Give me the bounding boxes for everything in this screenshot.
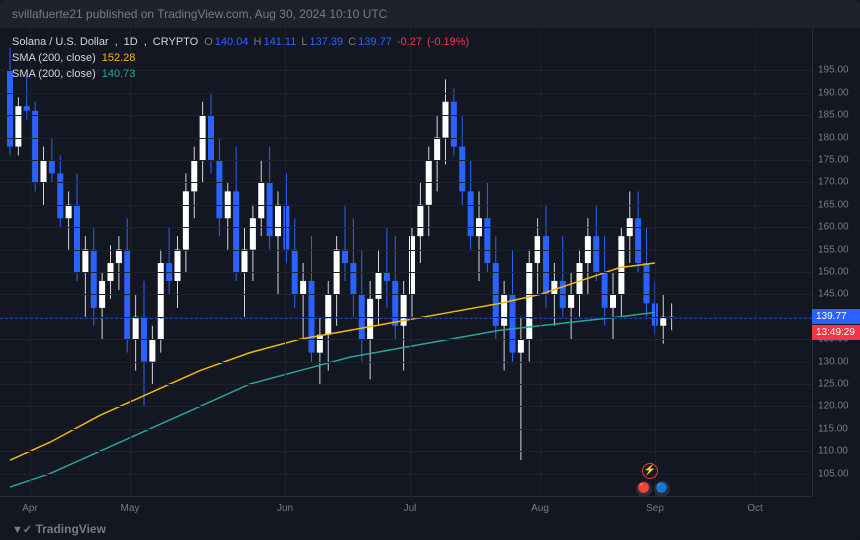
chart-area[interactable]: Solana / U.S. Dollar , 1D , CRYPTO O140.… bbox=[0, 28, 860, 516]
y-tick-label: 125.00 bbox=[812, 379, 860, 390]
y-tick-label: 120.00 bbox=[812, 401, 860, 412]
y-tick-label: 165.00 bbox=[812, 199, 860, 210]
y-tick-label: 150.00 bbox=[812, 267, 860, 278]
countdown-tag: 13:49:29 bbox=[812, 325, 860, 340]
flag-icon[interactable]: 🔵 bbox=[654, 481, 670, 497]
y-tick-label: 105.00 bbox=[812, 468, 860, 479]
plot-area[interactable]: USD 105.00110.00115.00120.00125.00130.00… bbox=[0, 28, 860, 516]
x-tick-label: Jun bbox=[277, 503, 293, 514]
y-tick-label: 185.00 bbox=[812, 110, 860, 121]
y-tick-label: 155.00 bbox=[812, 244, 860, 255]
y-axis[interactable]: 105.00110.00115.00120.00125.00130.00135.… bbox=[812, 28, 860, 496]
y-tick-label: 160.00 bbox=[812, 222, 860, 233]
sma-yellow-value: 152.28 bbox=[102, 50, 136, 66]
publish-text: svillafuerte21 published on TradingView.… bbox=[12, 7, 387, 21]
y-tick-label: 190.00 bbox=[812, 87, 860, 98]
x-tick-label: Sep bbox=[646, 503, 664, 514]
y-tick-label: 110.00 bbox=[812, 446, 860, 457]
x-axis[interactable]: Apr May Jun Jul Aug Sep Oct bbox=[0, 496, 812, 516]
y-tick-label: 130.00 bbox=[812, 356, 860, 367]
y-tick-label: 180.00 bbox=[812, 132, 860, 143]
x-tick-label: May bbox=[121, 503, 140, 514]
x-tick-label: Aug bbox=[531, 503, 549, 514]
chart-container: svillafuerte21 published on TradingView.… bbox=[0, 0, 860, 540]
tradingview-watermark: ▼✓ TradingView bbox=[12, 522, 106, 536]
x-tick-label: Jul bbox=[404, 503, 417, 514]
y-tick-label: 145.00 bbox=[812, 289, 860, 300]
sma-yellow-label: SMA (200, close) bbox=[12, 50, 96, 66]
symbol-pair: Solana / U.S. Dollar bbox=[12, 34, 109, 50]
flag-icon[interactable]: 🔴 bbox=[636, 481, 652, 497]
y-tick-label: 170.00 bbox=[812, 177, 860, 188]
lightning-icon[interactable]: ⚡ bbox=[642, 463, 658, 479]
y-tick-label: 175.00 bbox=[812, 155, 860, 166]
publish-bar: svillafuerte21 published on TradingView.… bbox=[0, 0, 860, 28]
interval: 1D bbox=[124, 34, 138, 50]
sma-green-value: 140.73 bbox=[102, 66, 136, 82]
legend: Solana / U.S. Dollar , 1D , CRYPTO O140.… bbox=[12, 34, 471, 82]
last-price-tag: 139.77 bbox=[812, 309, 860, 324]
y-tick-label: 195.00 bbox=[812, 65, 860, 76]
x-tick-label: Apr bbox=[22, 503, 38, 514]
exchange: CRYPTO bbox=[153, 34, 198, 50]
sma-green-label: SMA (200, close) bbox=[12, 66, 96, 82]
y-tick-label: 115.00 bbox=[812, 423, 860, 434]
x-tick-label: Oct bbox=[747, 503, 763, 514]
ohlc: O140.04 H141.11 L137.39 C139.77 -0.27 (-… bbox=[204, 34, 471, 50]
